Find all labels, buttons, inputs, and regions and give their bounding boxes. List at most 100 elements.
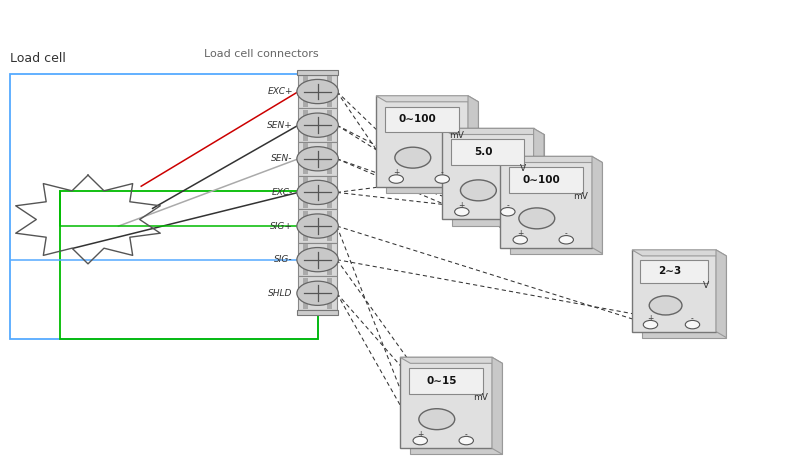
- Circle shape: [501, 207, 515, 216]
- Bar: [327, 211, 332, 241]
- Text: 5.0: 5.0: [474, 147, 493, 157]
- Bar: [303, 110, 308, 141]
- FancyBboxPatch shape: [376, 96, 468, 187]
- Bar: [298, 209, 337, 243]
- Text: -: -: [441, 168, 444, 177]
- Circle shape: [643, 320, 658, 329]
- Circle shape: [297, 147, 338, 171]
- Circle shape: [297, 281, 338, 305]
- FancyBboxPatch shape: [410, 363, 502, 454]
- Circle shape: [686, 320, 700, 329]
- Polygon shape: [468, 96, 478, 193]
- Bar: [303, 278, 308, 309]
- Circle shape: [513, 235, 527, 244]
- Text: -: -: [691, 314, 694, 324]
- Text: 0∼100: 0∼100: [522, 175, 561, 185]
- Text: mV: mV: [474, 393, 488, 402]
- Polygon shape: [500, 156, 602, 163]
- FancyBboxPatch shape: [451, 139, 525, 165]
- FancyBboxPatch shape: [632, 250, 716, 332]
- Text: Load cell connectors: Load cell connectors: [204, 49, 318, 59]
- Polygon shape: [442, 128, 544, 134]
- Text: SHLD: SHLD: [269, 289, 293, 298]
- Circle shape: [459, 436, 474, 445]
- Polygon shape: [492, 357, 502, 454]
- Bar: [298, 276, 337, 310]
- Circle shape: [435, 175, 450, 183]
- FancyBboxPatch shape: [400, 357, 492, 448]
- Bar: [303, 143, 308, 174]
- Bar: [298, 142, 337, 176]
- Bar: [327, 76, 332, 107]
- Polygon shape: [592, 156, 602, 254]
- Text: -: -: [565, 229, 568, 238]
- Bar: [327, 278, 332, 309]
- FancyBboxPatch shape: [452, 134, 544, 226]
- Text: +: +: [517, 229, 523, 238]
- FancyBboxPatch shape: [640, 260, 707, 283]
- Polygon shape: [376, 96, 478, 102]
- Circle shape: [559, 235, 574, 244]
- Bar: [327, 110, 332, 141]
- FancyBboxPatch shape: [500, 156, 592, 248]
- Bar: [10, 74, 318, 339]
- Bar: [298, 108, 337, 142]
- Bar: [298, 243, 337, 276]
- Text: +: +: [458, 201, 465, 210]
- Text: 0∼15: 0∼15: [426, 376, 457, 386]
- Text: Load cell: Load cell: [10, 52, 66, 65]
- Polygon shape: [716, 250, 726, 338]
- Text: mV: mV: [574, 192, 588, 201]
- Bar: [298, 176, 337, 209]
- Bar: [303, 244, 308, 275]
- Circle shape: [461, 180, 496, 201]
- FancyBboxPatch shape: [510, 163, 602, 254]
- FancyBboxPatch shape: [509, 167, 582, 193]
- Text: SEN+: SEN+: [267, 120, 293, 130]
- Circle shape: [650, 296, 682, 315]
- Circle shape: [297, 214, 338, 238]
- Circle shape: [395, 147, 430, 168]
- Circle shape: [297, 180, 338, 205]
- Bar: [327, 244, 332, 275]
- Text: V: V: [519, 164, 526, 173]
- FancyBboxPatch shape: [386, 102, 478, 193]
- Circle shape: [413, 436, 427, 445]
- Circle shape: [297, 248, 338, 272]
- Bar: [327, 143, 332, 174]
- FancyBboxPatch shape: [442, 128, 534, 219]
- Bar: [298, 75, 337, 108]
- FancyBboxPatch shape: [409, 368, 482, 394]
- Text: +: +: [393, 168, 399, 177]
- Text: mV: mV: [450, 131, 464, 140]
- Text: SEN-: SEN-: [271, 154, 293, 163]
- Bar: [297, 70, 338, 75]
- FancyBboxPatch shape: [386, 106, 459, 132]
- Text: 0∼100: 0∼100: [398, 114, 437, 124]
- Polygon shape: [534, 128, 544, 226]
- Bar: [303, 211, 308, 241]
- Text: V: V: [703, 281, 709, 290]
- Text: SIG+: SIG+: [270, 221, 293, 231]
- Bar: [303, 177, 308, 208]
- Bar: [327, 177, 332, 208]
- FancyBboxPatch shape: [642, 256, 726, 338]
- Text: EXC-: EXC-: [271, 188, 293, 197]
- Text: +: +: [417, 430, 423, 439]
- Circle shape: [297, 113, 338, 137]
- Polygon shape: [400, 357, 502, 363]
- Text: EXC+: EXC+: [267, 87, 293, 96]
- Text: SIG-: SIG-: [274, 255, 293, 264]
- Circle shape: [454, 207, 469, 216]
- Polygon shape: [632, 250, 726, 256]
- Circle shape: [519, 208, 554, 229]
- Text: +: +: [647, 314, 654, 324]
- Bar: [60, 191, 318, 339]
- Circle shape: [389, 175, 403, 183]
- Circle shape: [297, 79, 338, 104]
- Bar: [297, 310, 338, 315]
- Text: -: -: [465, 430, 468, 439]
- Text: -: -: [506, 201, 510, 210]
- Bar: [303, 76, 308, 107]
- Circle shape: [419, 409, 454, 430]
